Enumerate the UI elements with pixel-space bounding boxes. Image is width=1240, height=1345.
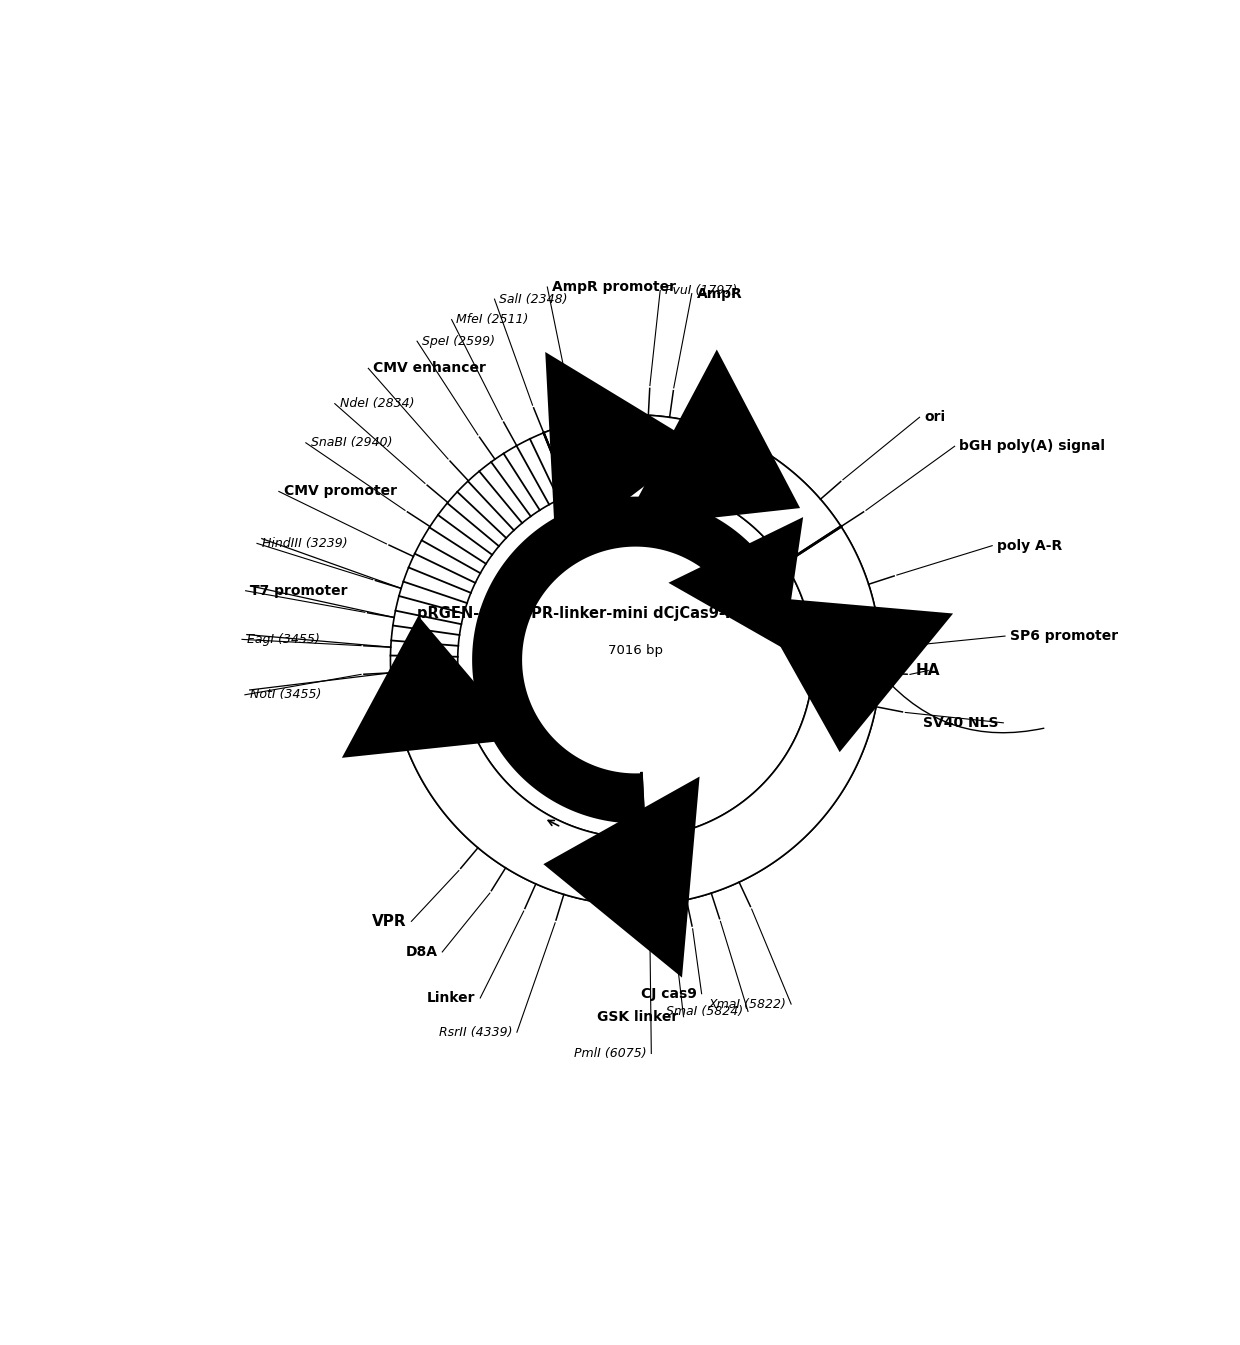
Polygon shape <box>391 416 880 905</box>
Text: XmaI (5822): XmaI (5822) <box>708 998 786 1010</box>
Polygon shape <box>391 416 880 905</box>
Text: D8A: D8A <box>405 946 438 959</box>
Text: SP6 promoter: SP6 promoter <box>1009 629 1118 643</box>
Text: SmaI (5824): SmaI (5824) <box>666 1005 743 1018</box>
Text: bGH poly(A) signal: bGH poly(A) signal <box>960 440 1105 453</box>
Text: AmpR promoter: AmpR promoter <box>552 280 676 295</box>
Text: MfeI (2511): MfeI (2511) <box>456 313 528 325</box>
Polygon shape <box>391 416 880 905</box>
Polygon shape <box>472 496 786 823</box>
Polygon shape <box>391 416 880 905</box>
Polygon shape <box>751 596 954 752</box>
Polygon shape <box>543 776 699 978</box>
Text: EagI (3455): EagI (3455) <box>247 633 320 646</box>
Text: PvuI (1797): PvuI (1797) <box>665 284 738 297</box>
Text: PmlI (6075): PmlI (6075) <box>574 1046 646 1060</box>
Text: SnaBI (2940): SnaBI (2940) <box>311 436 392 449</box>
Text: HA: HA <box>916 663 940 678</box>
Polygon shape <box>622 350 800 527</box>
Polygon shape <box>391 416 880 905</box>
Polygon shape <box>392 416 880 905</box>
Text: CMV promoter: CMV promoter <box>284 484 397 499</box>
Text: HindIII (3239): HindIII (3239) <box>262 537 347 550</box>
Text: SV40 NLS: SV40 NLS <box>923 716 998 730</box>
Text: T7 promoter: T7 promoter <box>250 584 348 597</box>
Text: SpeI (2599): SpeI (2599) <box>422 335 495 348</box>
Text: CJ cas9: CJ cas9 <box>641 987 697 1001</box>
Text: RsrII (4339): RsrII (4339) <box>439 1026 512 1038</box>
Polygon shape <box>546 352 698 554</box>
Text: 7016 bp: 7016 bp <box>608 644 663 656</box>
Polygon shape <box>342 616 522 757</box>
Text: AmpR: AmpR <box>697 286 743 301</box>
Text: Linker: Linker <box>427 991 475 1005</box>
Text: CMV enhancer: CMV enhancer <box>373 362 486 375</box>
Text: poly A-R: poly A-R <box>997 539 1063 553</box>
Polygon shape <box>668 516 804 648</box>
Text: GSK linker: GSK linker <box>598 1010 678 1024</box>
Text: NdeI (2834): NdeI (2834) <box>340 397 414 410</box>
Text: NotI (3455): NotI (3455) <box>249 689 321 701</box>
Text: VPR: VPR <box>372 913 407 929</box>
Text: SalI (2348): SalI (2348) <box>500 293 568 305</box>
Text: pRGEN-CMV-VPR-linker-mini dCjCas9-HNH GSK linker: pRGEN-CMV-VPR-linker-mini dCjCas9-HNH GS… <box>418 607 853 621</box>
Text: ori: ori <box>924 410 945 424</box>
